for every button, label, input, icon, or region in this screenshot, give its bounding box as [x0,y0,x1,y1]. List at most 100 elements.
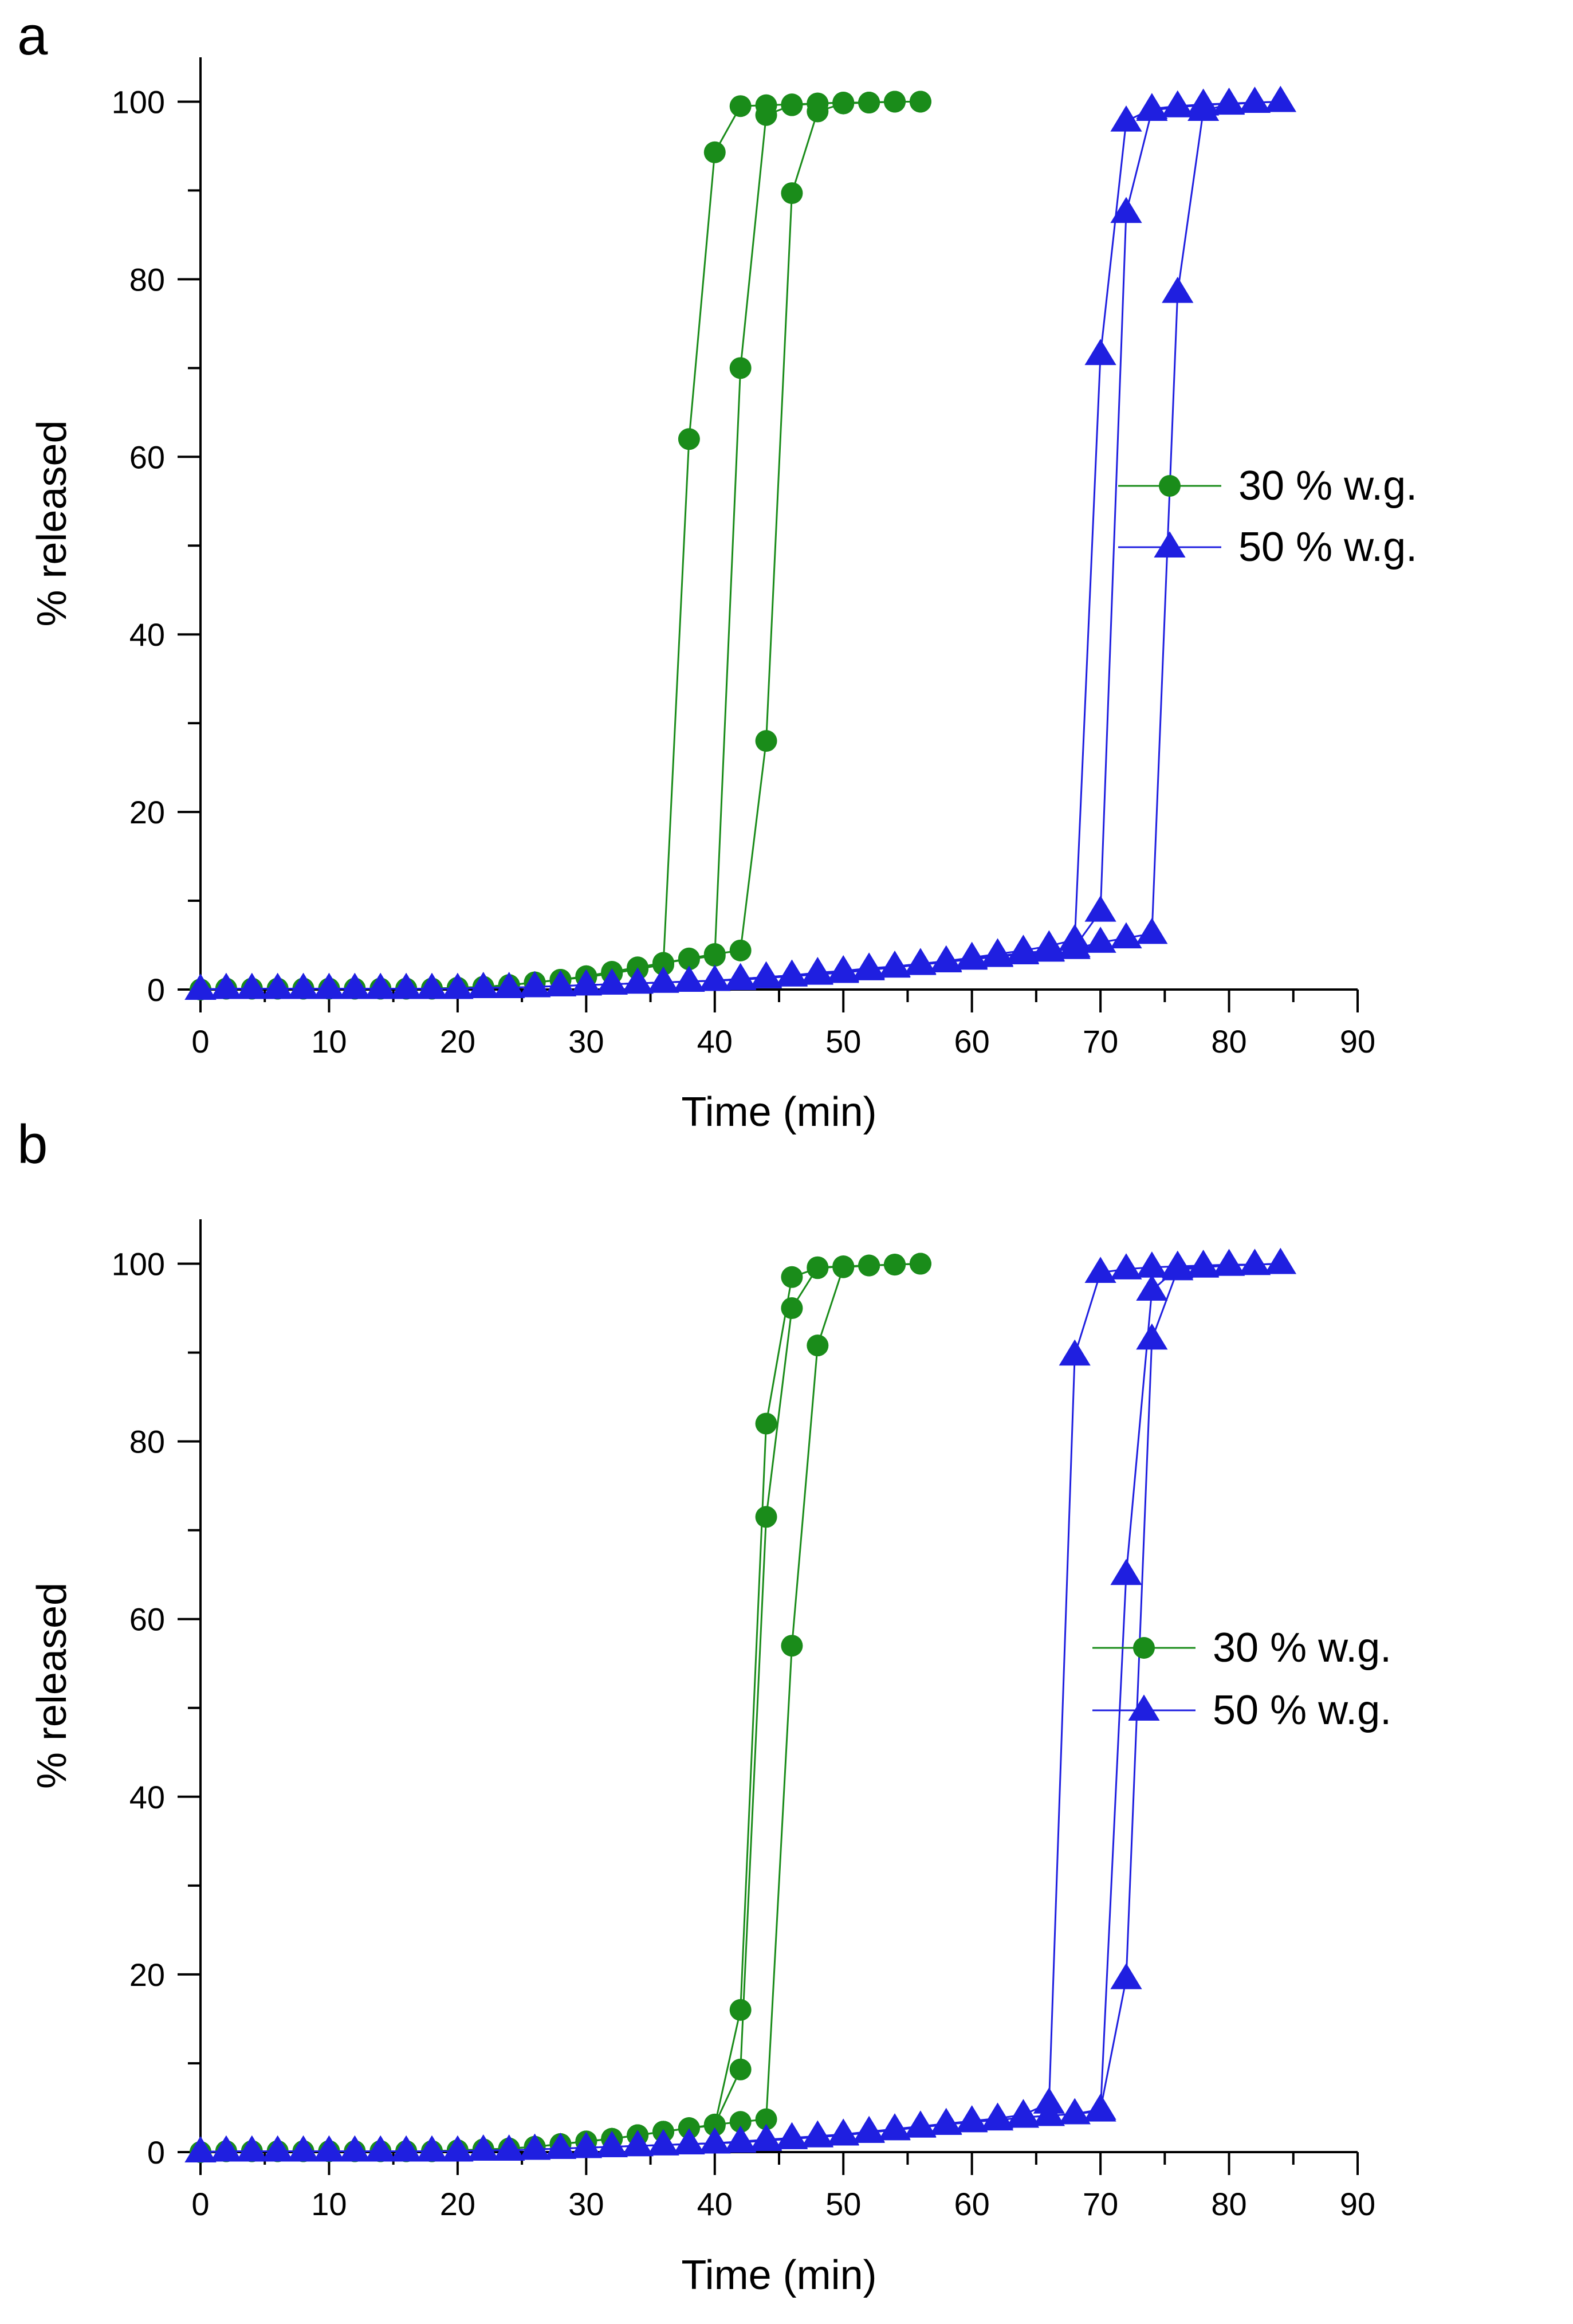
legend-swatch-marker [1128,1694,1160,1721]
data-point [627,956,649,979]
data-point [647,967,679,993]
data-point [905,949,937,975]
x-tick-label: 0 [191,2186,209,2222]
data-point [364,972,396,999]
data-point [884,91,906,113]
data-point [287,972,320,999]
y-tick-label: 80 [129,261,165,297]
data-point [807,100,829,123]
data-point [210,972,242,999]
data-point [442,972,474,999]
data-point [1084,2093,1116,2120]
y-tick-label: 80 [129,1424,165,1460]
data-point [879,951,911,978]
data-point [781,182,803,205]
x-tick-label: 40 [697,2186,733,2222]
data-point [1264,1247,1296,1274]
data-point [832,92,855,115]
data-point [210,2135,242,2162]
data-point [1110,197,1142,223]
x-tick-label: 60 [954,2186,990,2222]
legend-label: 30 % w.g. [1238,463,1417,509]
data-point [755,1506,777,1528]
data-point [1187,95,1220,121]
data-point [781,1266,803,1288]
data-point [493,2134,525,2161]
data-point [725,2126,757,2153]
y-tick-label: 20 [129,1957,165,1993]
data-point [884,1254,906,1276]
data-point [544,970,577,996]
x-tick-label: 10 [311,1023,347,1059]
data-point [729,1999,752,2021]
data-point [1084,896,1116,922]
data-point [807,1256,829,1278]
chart-panel-a: a 0 10 20 30 40 50 60 70 80 90 0 20 40 60 80 100 Time (mi… [17,5,1417,1135]
series-50-wg-run [184,85,1296,1000]
data-point [1110,1253,1142,1279]
data-point [678,2117,700,2140]
data-point [1238,87,1271,113]
legend-swatch-marker [1159,475,1181,497]
y-tick-label: 100 [112,1246,165,1282]
data-point [853,954,885,980]
data-point [442,2135,474,2162]
data-point [1033,935,1065,962]
x-tick-label: 50 [825,2186,861,2222]
data-point [236,2135,268,2162]
x-tick-label: 10 [311,2186,347,2222]
data-point [570,2131,602,2158]
legend-swatch-marker [1133,1637,1155,1659]
x-tick-label: 20 [440,1023,475,1059]
data-point [729,2058,752,2080]
x-tick-label: 90 [1340,1023,1375,1059]
data-point [750,2125,782,2151]
data-point [1162,91,1194,117]
data-point [1110,105,1142,132]
y-tick-label: 60 [129,1601,165,1638]
data-point [1033,2099,1065,2126]
data-point [1084,1257,1116,1283]
data-point [1136,917,1168,944]
data-point [596,2131,628,2157]
y-tick-label: 40 [129,617,165,653]
legend-label: 30 % w.g. [1213,1625,1391,1671]
data-point [781,1297,803,1320]
data-point [1238,1249,1271,1275]
data-point [647,2129,679,2156]
data-point [1110,1559,1142,1585]
y-tick-label: 20 [129,794,165,830]
data-point [909,1253,931,1275]
data-point [909,91,931,113]
y-axis-label: % released [29,1583,75,1789]
data-point [262,972,294,999]
data-point [313,2135,345,2162]
data-point [184,973,217,1000]
data-point [236,972,268,999]
data-point [1059,1339,1091,1366]
x-tick-label: 30 [568,2186,604,2222]
data-point [596,968,628,995]
y-axis-label: % released [29,420,75,626]
data-point [622,2130,654,2157]
legend: 30 % w.g. 50 % w.g. [1092,1625,1391,1733]
data-point [827,2119,859,2146]
y-tick-label: 0 [147,2134,165,2170]
x-tick-label: 80 [1211,1023,1246,1059]
data-point [750,962,782,988]
x-tick-label: 0 [191,1023,209,1059]
data-point [858,92,880,114]
data-point [544,2133,577,2159]
x-tick-label: 40 [697,1023,733,1059]
data-point [853,2117,885,2143]
data-point [1110,1963,1142,1989]
legend: 30 % w.g. 50 % w.g. [1118,463,1417,570]
data-point [1136,1323,1168,1350]
x-tick-label: 70 [1083,1023,1118,1059]
data-point [729,357,752,379]
data-point [339,2135,371,2162]
legend-swatch-marker [1154,531,1186,558]
data-point [390,972,422,999]
data-point [801,2121,833,2148]
